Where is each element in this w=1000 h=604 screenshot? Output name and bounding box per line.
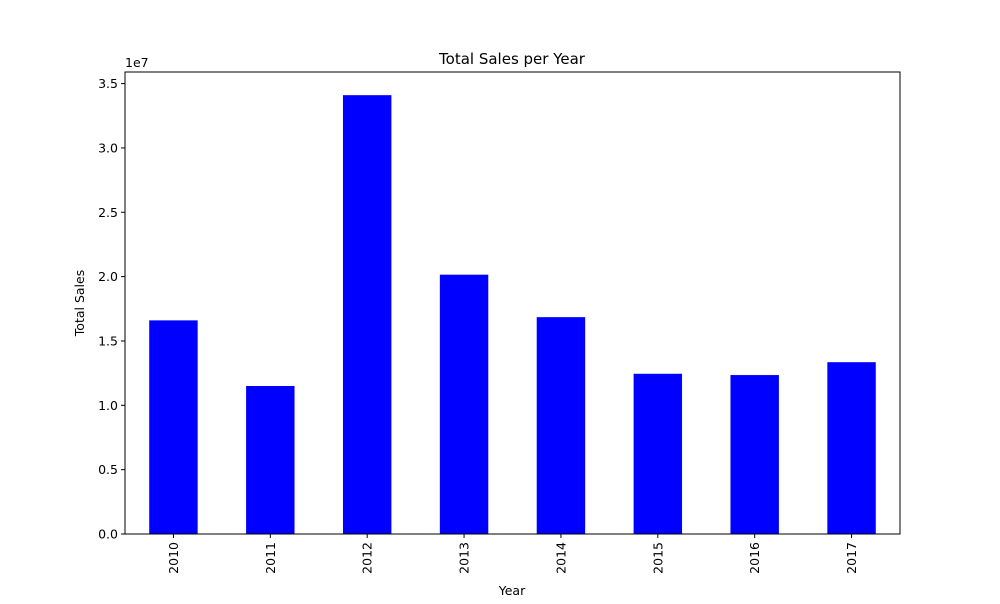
bar-2010 bbox=[149, 320, 198, 534]
plot-frame bbox=[124, 71, 901, 535]
y-tick-label: 2.0 bbox=[98, 269, 118, 284]
y-tick-label: 1.0 bbox=[98, 398, 118, 413]
y-tick-label: 3.0 bbox=[98, 140, 118, 155]
y-tick-label: 0.0 bbox=[98, 527, 118, 542]
x-tick-label: 2013 bbox=[457, 542, 472, 574]
y-tick-label: 2.5 bbox=[98, 205, 118, 220]
x-tick-label: 2010 bbox=[166, 542, 181, 574]
y-tick-label: 1.5 bbox=[98, 333, 118, 348]
x-tick-label: 2017 bbox=[844, 542, 859, 574]
bar-2011 bbox=[246, 386, 295, 534]
x-tick-label: 2011 bbox=[263, 542, 278, 574]
x-tick-label: 2015 bbox=[650, 542, 665, 574]
x-tick-label: 2016 bbox=[747, 542, 762, 574]
bar-2015 bbox=[633, 373, 683, 534]
x-axis-label: Year bbox=[498, 583, 526, 598]
bar-2016 bbox=[730, 375, 779, 534]
bar-2017 bbox=[827, 362, 876, 534]
y-axis-offset-label: 1e7 bbox=[125, 55, 149, 70]
y-tick-label: 0.5 bbox=[98, 462, 118, 477]
bar-2012 bbox=[342, 95, 392, 535]
y-axis-label: Total Sales bbox=[72, 270, 87, 337]
y-axis-ticks: 0.0 0.5 1.0 1.5 2.0 2.5 3.0 3.5 bbox=[98, 76, 125, 542]
x-axis-ticks: 2010 2011 2012 2013 2014 2015 2016 2017 bbox=[166, 534, 859, 574]
chart-title: Total Sales per Year bbox=[438, 50, 586, 68]
bars-group bbox=[149, 95, 876, 535]
bar-2013 bbox=[439, 274, 489, 534]
x-tick-label: 2012 bbox=[360, 542, 375, 574]
bar-2014 bbox=[536, 317, 586, 534]
x-tick-label: 2014 bbox=[553, 542, 568, 574]
y-tick-label: 3.5 bbox=[98, 76, 118, 91]
